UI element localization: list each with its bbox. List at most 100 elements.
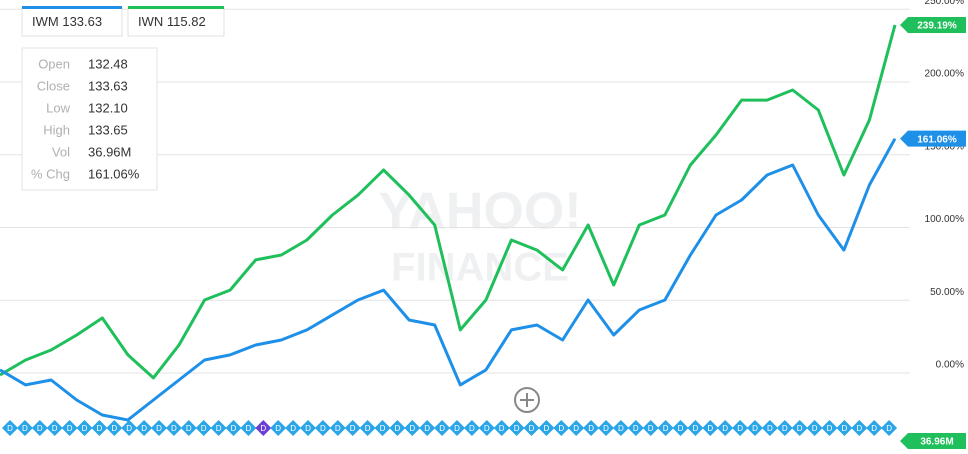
dividend-marker[interactable]: D [151,420,167,436]
dividend-marker[interactable]: D [598,420,614,436]
dividend-diamond [702,420,719,436]
dividend-label: D [380,424,386,433]
dividend-marker[interactable]: D [508,420,525,436]
dividend-label: D [275,424,281,433]
dividend-marker[interactable]: D [404,420,421,436]
dividend-diamond [300,420,316,436]
dividend-diamond [344,420,361,436]
legend-item[interactable]: IWM 133.63 [21,6,123,37]
volume-label-box [900,433,966,449]
dividend-marker[interactable]: D [836,420,853,436]
dividend-marker[interactable]: D [627,420,644,436]
dividend-diamond [881,420,898,436]
dividend-marker[interactable]: D [851,420,868,436]
dividend-label: D [335,424,341,433]
dividend-marker[interactable]: D [300,420,316,436]
dividend-marker[interactable]: D [210,420,227,436]
tooltip-label: Open [38,56,70,71]
dividend-marker[interactable]: D [791,420,808,436]
dividend-marker[interactable]: D [195,420,212,436]
dividend-marker[interactable]: D [687,420,704,436]
dividend-marker[interactable]: D [31,420,48,436]
legend-box [21,7,123,37]
dividend-marker[interactable]: D [538,420,555,436]
dividend-label: D [812,424,818,433]
dividend-marker[interactable]: D [225,420,242,436]
y-tick-label: 0.00% [936,360,964,371]
dividend-marker[interactable]: D [314,420,331,436]
dividend-diamond [31,420,48,436]
dividend-diamond [2,420,18,436]
dividend-label: D [886,424,892,433]
dividend-marker[interactable]: D [478,420,495,436]
dividend-marker[interactable]: D [821,420,838,436]
tooltip-label: Vol [52,144,70,159]
dividend-marker[interactable]: D [2,420,18,436]
dividend-diamond [553,420,570,436]
watermark-text: YAHOO! [378,183,581,241]
dividend-label: D [216,424,222,433]
dividend-marker[interactable]: D [255,420,272,436]
dividend-marker[interactable]: D [806,420,823,436]
legend-quote: 133.63 [62,14,102,29]
dividend-marker[interactable]: D [866,420,883,436]
dividend-marker[interactable]: D [106,420,123,436]
dividend-marker[interactable]: D [583,420,600,436]
dividend-marker[interactable]: D [121,420,138,436]
dividend-marker[interactable]: D [344,420,361,436]
dividend-marker[interactable]: D [747,420,763,436]
dividend-label: D [201,424,207,433]
dividend-marker[interactable]: D [702,420,719,436]
zoom-icon[interactable] [514,387,540,413]
watermark-text: FINANCE [391,246,569,290]
dividend-marker[interactable]: D [523,420,540,436]
dividend-marker[interactable]: D [270,420,287,436]
dividend-label: D [439,424,445,433]
dividend-marker[interactable]: D [881,420,898,436]
dividend-marker[interactable]: D [449,420,465,436]
y-tick-label: 50.00% [930,287,964,298]
dividend-marker[interactable]: D [76,420,93,436]
dividend-marker[interactable]: D [493,420,510,436]
dividend-marker[interactable]: D [776,420,793,436]
dividend-marker[interactable]: D [91,420,108,436]
dividend-marker[interactable]: D [657,420,674,436]
dividend-label: D [827,424,833,433]
dividend-diamond [419,420,436,436]
dividend-marker[interactable]: D [612,420,629,436]
dividend-marker[interactable]: D [389,420,406,436]
dividend-marker[interactable]: D [329,420,346,436]
dividend-label: D [633,424,639,433]
dividend-marker[interactable]: D [165,420,182,436]
y-tick-label: 200.00% [925,69,965,80]
dividend-marker[interactable]: D [434,420,451,436]
dividend-marker[interactable]: D [285,420,302,436]
dividend-marker[interactable]: D [732,420,749,436]
legend-item[interactable]: IWN 115.82 [127,6,225,37]
dividend-marker[interactable]: D [16,420,33,436]
dividend-marker[interactable]: D [463,420,480,436]
dividend-marker[interactable]: D [136,420,153,436]
dividend-marker[interactable]: D [359,420,376,436]
dividend-marker[interactable]: D [761,420,778,436]
y-tick-label: 100.00% [925,214,965,225]
value-label-box [900,17,966,34]
dividend-marker[interactable]: D [717,420,734,436]
dividend-marker[interactable]: D [568,420,585,436]
dividend-marker[interactable]: D [642,420,659,436]
dividend-diamond [151,420,167,436]
dividend-label: D [722,424,728,433]
dividend-marker[interactable]: D [46,420,63,436]
dividend-label: D [67,424,73,433]
dividend-marker[interactable]: D [61,420,78,436]
dividend-label: D [231,424,237,433]
dividend-marker[interactable]: D [419,420,436,436]
dividend-marker[interactable]: D [240,420,257,436]
dividend-marker[interactable]: D [672,420,689,436]
dividend-label: D [409,424,415,433]
dividend-label: D [573,424,579,433]
dividend-marker[interactable]: D [374,420,391,436]
dividend-marker[interactable]: D [180,420,197,436]
watermark: YAHOO! FINANCE [378,183,581,290]
dividend-marker[interactable]: D [553,420,570,436]
